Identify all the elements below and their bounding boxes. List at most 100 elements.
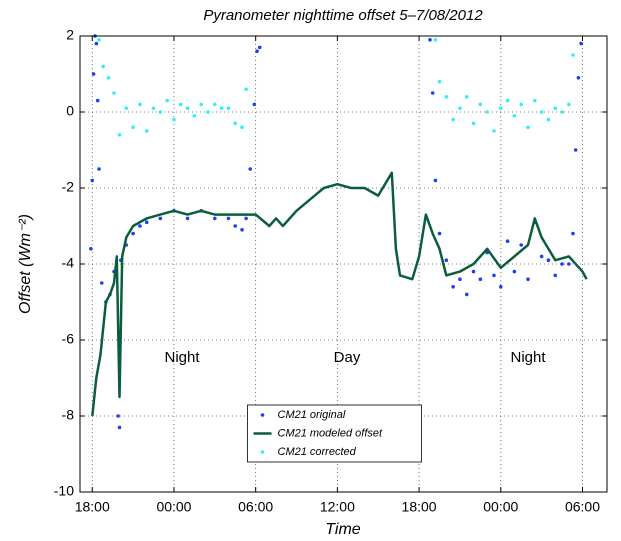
- point: [498, 285, 503, 289]
- point: [138, 102, 142, 107]
- point: [213, 102, 217, 107]
- point: [458, 106, 462, 110]
- x-tick-label: 00:00: [483, 499, 518, 515]
- annotation: Night: [164, 349, 200, 366]
- point: [124, 106, 129, 110]
- point: [579, 41, 583, 46]
- point: [213, 216, 217, 221]
- point: [526, 125, 530, 129]
- legend-swatch: [260, 413, 265, 417]
- point: [539, 254, 544, 259]
- annotation: Night: [510, 349, 546, 366]
- point: [444, 95, 449, 99]
- point: [101, 64, 105, 69]
- point: [95, 98, 100, 103]
- point: [573, 148, 578, 152]
- point: [219, 106, 224, 110]
- point: [226, 216, 231, 221]
- point: [158, 216, 163, 221]
- point: [131, 231, 135, 236]
- point: [91, 72, 96, 76]
- point: [94, 41, 99, 46]
- point: [464, 292, 469, 297]
- x-tick-label: 06:00: [565, 499, 600, 515]
- chart-title: Pyranometer nighttime offset 5–7/08/2012: [203, 7, 483, 24]
- point: [106, 76, 111, 80]
- legend-label: CM21 corrected: [278, 446, 357, 458]
- x-tick-label: 06:00: [238, 499, 273, 515]
- point: [185, 106, 190, 110]
- point: [116, 414, 120, 418]
- point: [533, 98, 537, 103]
- point: [112, 91, 116, 95]
- point: [478, 277, 483, 282]
- y-tick-label: -2: [62, 179, 75, 195]
- point: [206, 110, 210, 114]
- point: [117, 425, 122, 430]
- point: [464, 95, 469, 99]
- point: [172, 117, 176, 122]
- point: [512, 114, 517, 118]
- point: [131, 125, 135, 129]
- point: [560, 262, 564, 266]
- point: [244, 216, 248, 221]
- point: [433, 38, 438, 42]
- legend: CM21 original CM21 modeled offset CM21 cor…: [247, 404, 422, 463]
- point: [519, 243, 524, 247]
- x-tick-label: 12:00: [320, 499, 355, 515]
- annotation: Day: [334, 349, 361, 366]
- point: [485, 110, 489, 114]
- point: [240, 228, 244, 232]
- point: [89, 247, 93, 251]
- point: [560, 110, 564, 114]
- point: [252, 102, 257, 107]
- point: [451, 285, 455, 289]
- point: [428, 38, 432, 42]
- x-tick-label: 00:00: [156, 499, 191, 515]
- point: [492, 129, 496, 133]
- point: [151, 106, 156, 110]
- y-axis-label: Offset (Wm⁻²): [17, 214, 34, 314]
- point: [185, 216, 190, 221]
- point: [97, 38, 101, 42]
- point: [546, 258, 551, 263]
- point: [248, 167, 253, 171]
- point: [571, 53, 575, 57]
- point: [539, 110, 544, 114]
- point: [255, 49, 259, 53]
- point: [576, 76, 581, 80]
- point: [433, 178, 438, 183]
- point: [553, 273, 558, 278]
- legend-label: CM21 modeled offset: [278, 427, 383, 439]
- y-tick-label: -6: [62, 331, 75, 347]
- point: [505, 98, 510, 103]
- point: [471, 121, 476, 126]
- point: [138, 224, 142, 228]
- x-tick-label: 18:00: [75, 499, 110, 515]
- point: [437, 79, 442, 84]
- point: [526, 277, 530, 282]
- point: [498, 106, 503, 110]
- point: [478, 102, 483, 107]
- point: [567, 102, 571, 107]
- line: [91, 171, 588, 417]
- x-axis-label: Time: [325, 521, 361, 538]
- point: [99, 281, 104, 285]
- point: [519, 102, 524, 107]
- point: [546, 117, 551, 122]
- point: [165, 98, 169, 103]
- point: [430, 91, 435, 95]
- y-tick-label: -10: [54, 483, 74, 499]
- point: [471, 269, 476, 274]
- point: [178, 102, 183, 107]
- y-tick-label: 0: [66, 103, 74, 119]
- point: [233, 224, 238, 228]
- point: [553, 106, 558, 110]
- point: [144, 129, 149, 133]
- point: [512, 269, 517, 274]
- point: [97, 167, 101, 171]
- point: [158, 110, 163, 114]
- point: [505, 239, 510, 243]
- point: [117, 133, 122, 137]
